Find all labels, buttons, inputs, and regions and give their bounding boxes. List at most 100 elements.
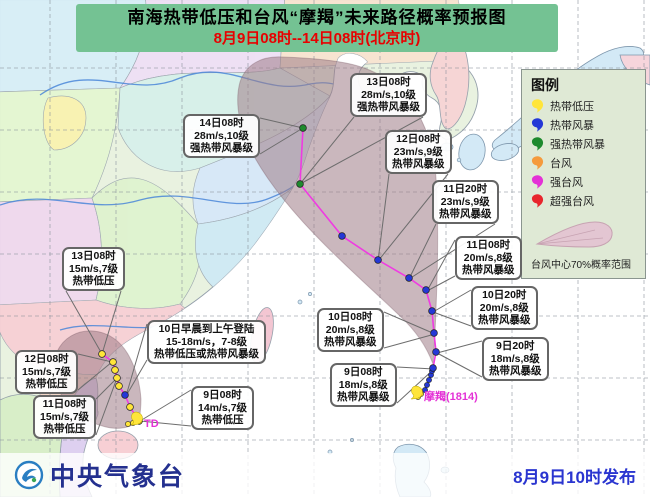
mojie-forecast-point bbox=[374, 256, 382, 264]
callout-leader-line bbox=[426, 275, 456, 292]
mojie-forecast-point bbox=[432, 348, 440, 356]
legend-item-label: 强热带风暴 bbox=[550, 139, 605, 151]
callout-line: 14日08时 bbox=[199, 117, 244, 129]
map-valid-period: 8月9日08时--14日08时(北京时) bbox=[213, 30, 421, 47]
mojie-current-position-icon bbox=[410, 385, 423, 400]
scs-td-forecast-point bbox=[126, 403, 134, 411]
legend-item-label: 热带低压 bbox=[550, 101, 594, 113]
scs-td-forecast-point bbox=[121, 391, 129, 399]
legend-item-severe-tropical-storm-icon: 强热带风暴 bbox=[531, 136, 637, 152]
map-title: 南海热带低压和台风“摩羯”未来路径概率预报图 bbox=[127, 8, 507, 27]
mojie-forecast-track bbox=[299, 127, 437, 369]
forecast-callout: 12日08时 15m/s,7级 热带低压 bbox=[15, 350, 79, 394]
callout-leader-line bbox=[77, 361, 113, 391]
callout-leader-line bbox=[101, 290, 122, 355]
scs-td-forecast-point bbox=[109, 358, 117, 366]
callout-line: 9日08时 bbox=[343, 366, 383, 378]
callout-leader-line bbox=[432, 311, 472, 327]
callout-line: 热带风暴级 bbox=[439, 208, 492, 220]
callout-line: 14m/s,7级 bbox=[198, 401, 248, 414]
agency-name: 中央气象台 bbox=[50, 463, 186, 491]
callout-line: 热带低压 bbox=[25, 378, 68, 390]
callout-line: 热带低压 bbox=[43, 423, 86, 435]
forecast-callout: 9日08时 18m/s,8级 热带风暴级 bbox=[330, 363, 397, 407]
callout-line: 23m/s,9级 bbox=[440, 195, 490, 208]
mojie-forecast-point bbox=[338, 232, 346, 240]
callout-leader-line bbox=[426, 239, 456, 292]
legend-panel: 图例 热带低压 热带风暴 强热带风暴 台风 强台风 超强台风 bbox=[521, 69, 646, 279]
callout-line: 15m/s,7级 bbox=[40, 410, 90, 423]
mojie-forecast-point bbox=[430, 329, 438, 337]
callout-line: 热带风暴级 bbox=[462, 264, 515, 276]
tropical-depression-icon bbox=[531, 99, 544, 113]
callout-line: 强热带风暴级 bbox=[190, 142, 253, 154]
callout-line: 10日20时 bbox=[482, 289, 527, 301]
forecast-callout: 10日08时 20m/s,8级 热带风暴级 bbox=[317, 308, 384, 352]
callout-line: 热带低压或热带风暴级 bbox=[154, 348, 259, 360]
callout-line: 12日08时 bbox=[24, 353, 69, 365]
callout-line: 20m/s,8级 bbox=[463, 251, 513, 264]
callout-leader-line bbox=[408, 223, 496, 280]
callout-line: 热带低压 bbox=[201, 414, 244, 426]
mojie-forecast-point bbox=[299, 124, 307, 132]
callout-line: 15m/s,7级 bbox=[22, 365, 72, 378]
callout-line: 11日20时 bbox=[443, 183, 488, 195]
callout-line: 13日08时 bbox=[71, 250, 116, 262]
footer-bar: 中央气象台 8月9日10时发布 bbox=[0, 453, 650, 497]
callout-line: 12日08时 bbox=[396, 133, 441, 145]
forecast-callout: 13日08时 28m/s,10级 强热带风暴级 bbox=[350, 73, 427, 117]
legend-item-label: 热带风暴 bbox=[550, 120, 594, 132]
probability-cone-icon bbox=[535, 221, 613, 248]
title-bar: 南海热带低压和台风“摩羯”未来路径概率预报图 8月9日08时--14日08时(北… bbox=[76, 4, 558, 52]
forecast-callout: 9日08时 14m/s,7级 热带低压 bbox=[191, 386, 255, 430]
callout-line: 10日08时 bbox=[328, 311, 373, 323]
callout-leader-line bbox=[125, 359, 148, 397]
callout-leader-line bbox=[436, 340, 483, 354]
callout-leader-line bbox=[432, 289, 472, 313]
callout-leader-line bbox=[95, 377, 118, 400]
scs-td-forecast-point bbox=[115, 382, 123, 390]
callout-line: 热带低压 bbox=[72, 275, 115, 287]
scs-td-forecast-point bbox=[98, 350, 106, 358]
forecast-callout: 10日早晨到上午登陆 15-18m/s，7-8级 热带低压或热带风暴级 bbox=[147, 320, 266, 364]
issue-time: 8月9日10时发布 bbox=[513, 467, 636, 487]
mojie-history-point bbox=[422, 387, 428, 393]
callout-leader-line bbox=[259, 117, 304, 129]
forecast-callout: 11日08时 20m/s,8级 热带风暴级 bbox=[455, 236, 522, 280]
scs-td-forecast-point bbox=[111, 366, 119, 374]
legend-title: 图例 bbox=[531, 77, 559, 93]
callout-leader-line bbox=[408, 223, 437, 280]
callout-line: 28m/s,10级 bbox=[194, 129, 249, 142]
callout-line: 13日08时 bbox=[366, 76, 411, 88]
callout-leader-line bbox=[299, 116, 424, 185]
callout-line: 热带风暴级 bbox=[489, 365, 542, 377]
scs-td-history-point bbox=[125, 421, 131, 427]
callout-line: 11日08时 bbox=[466, 239, 511, 251]
super-typhoon-icon bbox=[531, 194, 544, 208]
cma-logo bbox=[14, 460, 44, 490]
callout-line: 15m/s,7级 bbox=[69, 262, 119, 275]
callout-line: 20m/s,8级 bbox=[325, 323, 375, 336]
callout-leader-line bbox=[65, 290, 103, 355]
legend-item-label: 超强台风 bbox=[550, 196, 594, 208]
callout-leader-line bbox=[77, 353, 113, 363]
callout-line: 9日20时 bbox=[495, 340, 535, 352]
scs-td-current-position-icon bbox=[130, 411, 143, 426]
callout-leader-line bbox=[259, 127, 304, 155]
forecast-callout: 13日08时 15m/s,7级 热带低压 bbox=[62, 247, 126, 291]
legend-item-tropical-depression-icon: 热带低压 bbox=[531, 98, 637, 114]
callout-line: 20m/s,8级 bbox=[479, 301, 529, 314]
legend-item-typhoon-icon: 台风 bbox=[531, 155, 637, 171]
forecast-callout: 12日08时 23m/s,9级 热带风暴级 bbox=[385, 130, 452, 174]
callout-leader-line bbox=[139, 389, 192, 422]
mojie-forecast-point bbox=[429, 364, 437, 372]
forecast-callout: 9日20时 18m/s,8级 热带风暴级 bbox=[482, 337, 549, 381]
callout-line: 9日08时 bbox=[203, 389, 242, 401]
severe-typhoon-icon bbox=[531, 175, 544, 189]
forecast-callout: 11日20时 23m/s,9级 热带风暴级 bbox=[432, 180, 499, 224]
forecast-callout: 14日08时 28m/s,10级 强热带风暴级 bbox=[183, 114, 260, 158]
callout-leader-line bbox=[377, 173, 390, 262]
legend-item-tropical-storm-icon: 热带风暴 bbox=[531, 117, 637, 133]
storm-name-label: TD bbox=[144, 418, 159, 430]
